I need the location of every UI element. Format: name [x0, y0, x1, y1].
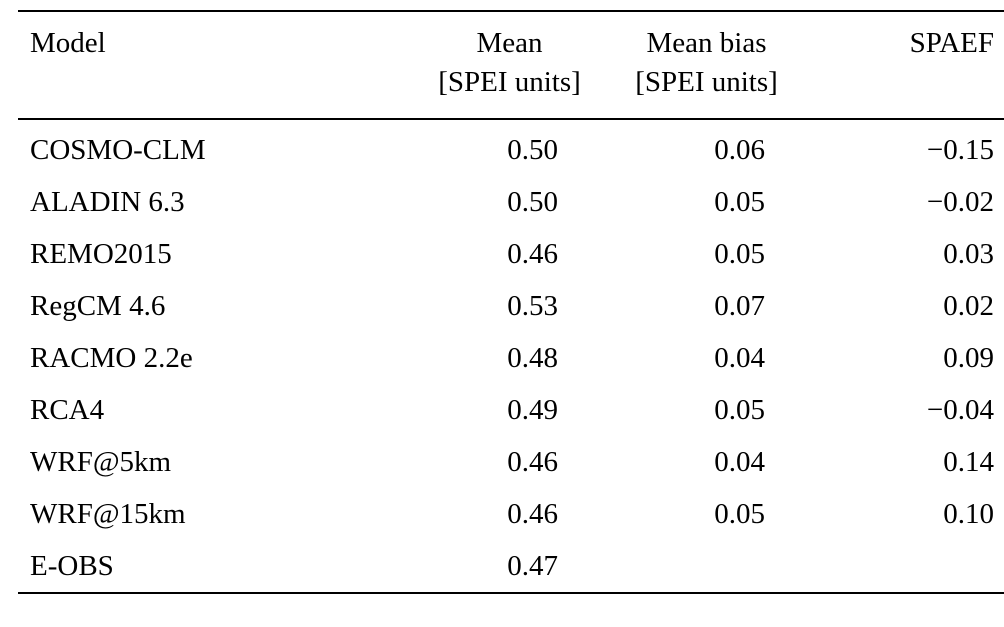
table-row: RACMO 2.2e 0.48 0.04 0.09: [18, 332, 1004, 384]
mean-cell: 0.49: [507, 394, 558, 426]
table-row: COSMO-CLM 0.50 0.06 −0.15: [18, 119, 1004, 176]
mean-bias-cell: 0.04: [714, 446, 765, 478]
header-model: Model: [18, 11, 421, 120]
mean-cell: 0.46: [507, 498, 558, 530]
header-spaef-label: SPAEF: [909, 27, 994, 59]
table-row: REMO2015 0.46 0.05 0.03: [18, 228, 1004, 280]
mean-bias-cell: 0.07: [714, 290, 765, 322]
header-mean-bias-line1: Mean bias: [646, 27, 767, 59]
mean-cell: 0.47: [507, 550, 558, 582]
model-cell: E-OBS: [30, 550, 114, 582]
spaef-cell: −0.02: [926, 186, 994, 218]
model-cell: RACMO 2.2e: [30, 342, 193, 374]
table-row: WRF@5km 0.46 0.04 0.14: [18, 436, 1004, 488]
spaef-cell: 0.09: [943, 342, 994, 374]
table-row: ALADIN 6.3 0.50 0.05 −0.02: [18, 176, 1004, 228]
model-statistics-table: Model Mean [SPEI units] Mean bias [SPEI …: [18, 10, 1004, 594]
mean-cell: 0.50: [507, 186, 558, 218]
mean-cell: 0.48: [507, 342, 558, 374]
header-model-label: Model: [30, 27, 106, 59]
spaef-cell: −0.04: [926, 394, 994, 426]
table-body: COSMO-CLM 0.50 0.06 −0.15 ALADIN 6.3 0.5…: [18, 119, 1004, 593]
header-spaef: SPAEF: [815, 11, 1004, 120]
mean-bias-cell: 0.05: [714, 394, 765, 426]
mean-cell: 0.50: [507, 134, 558, 166]
spaef-cell: 0.10: [943, 498, 994, 530]
model-cell: COSMO-CLM: [30, 134, 206, 166]
spaef-cell: [815, 540, 1004, 593]
model-cell: WRF@5km: [30, 446, 172, 478]
table-row: RegCM 4.6 0.53 0.07 0.02: [18, 280, 1004, 332]
mean-bias-cell: 0.05: [714, 498, 765, 530]
header-mean-bias-line2: [SPEI units]: [635, 66, 778, 98]
mean-bias-cell: 0.05: [714, 238, 765, 270]
spaef-cell: 0.14: [943, 446, 994, 478]
model-cell: RegCM 4.6: [30, 290, 166, 322]
header-mean-bias: Mean bias [SPEI units]: [598, 11, 815, 120]
spaef-cell: −0.15: [926, 134, 994, 166]
mean-bias-cell: [598, 540, 815, 593]
mean-cell: 0.46: [507, 446, 558, 478]
mean-bias-cell: 0.04: [714, 342, 765, 374]
model-cell: REMO2015: [30, 238, 172, 270]
header-mean-line1: Mean: [476, 27, 543, 59]
model-cell: RCA4: [30, 394, 105, 426]
mean-bias-cell: 0.06: [714, 134, 765, 166]
table-row: WRF@15km 0.46 0.05 0.10: [18, 488, 1004, 540]
header-mean: Mean [SPEI units]: [421, 11, 598, 120]
model-cell: ALADIN 6.3: [30, 186, 185, 218]
spaef-cell: 0.03: [943, 238, 994, 270]
spaef-cell: 0.02: [943, 290, 994, 322]
model-cell: WRF@15km: [30, 498, 186, 530]
mean-cell: 0.46: [507, 238, 558, 270]
mean-bias-cell: 0.05: [714, 186, 765, 218]
table-row: E-OBS 0.47: [18, 540, 1004, 593]
mean-cell: 0.53: [507, 290, 558, 322]
table-header: Model Mean [SPEI units] Mean bias [SPEI …: [18, 11, 1004, 120]
header-row: Model Mean [SPEI units] Mean bias [SPEI …: [18, 11, 1004, 120]
table-row: RCA4 0.49 0.05 −0.04: [18, 384, 1004, 436]
header-mean-line2: [SPEI units]: [438, 66, 581, 98]
